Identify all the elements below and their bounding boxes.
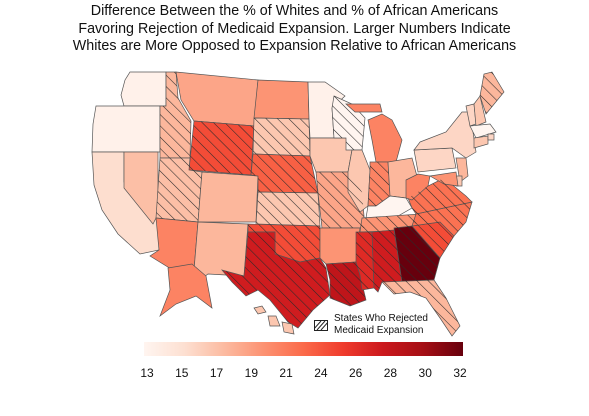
colorbar-tick-label: 21	[279, 366, 293, 380]
state-wi-rejected-hatch	[332, 96, 365, 150]
state-in-rejected-hatch	[368, 162, 390, 206]
state-or	[91, 105, 161, 153]
state-ut-rejected-hatch	[156, 158, 202, 222]
state-ok-rejected-hatch	[248, 224, 320, 262]
colorbar-tick-label: 13	[140, 366, 154, 380]
state-nh	[473, 95, 487, 127]
colorbar-tick-label: 17	[209, 366, 224, 380]
state-nv	[123, 151, 159, 225]
state-co	[197, 171, 259, 223]
legend-label: States Who Rejected Medicaid Expansion	[334, 313, 428, 337]
colorbar-tick-label: 30	[418, 366, 432, 380]
state-ms-rejected-hatch	[356, 232, 374, 290]
state-ny	[413, 111, 477, 159]
state-ga-rejected-hatch	[394, 226, 440, 282]
state-ma	[469, 123, 497, 139]
state-nm	[193, 221, 249, 281]
title-line-2: Favoring Rejection of Medicaid Expansion…	[78, 20, 511, 37]
state-wa	[120, 71, 167, 107]
colorbar-tick-label: 15	[175, 366, 189, 380]
title-line-3: Whites are More Opposed to Expansion Rel…	[72, 38, 517, 54]
state-tx-rejected-hatch	[222, 232, 330, 328]
state-ar	[319, 227, 361, 265]
state-mo-rejected-hatch	[316, 172, 365, 228]
state-me-rejected-hatch	[480, 72, 504, 114]
state-ri	[487, 133, 495, 141]
state-sd-rejected-hatch	[253, 118, 310, 156]
state-la-rejected-hatch	[326, 262, 366, 306]
state-va-rejected-hatch	[408, 178, 472, 214]
legend-hatch-swatch	[314, 320, 328, 331]
state-ak	[159, 263, 213, 318]
state-fl-rejected-hatch	[382, 280, 460, 336]
legend-line-2: Medicaid Expansion	[334, 325, 424, 336]
chart-title: Difference Between the % of Whites and %…	[0, 3, 589, 56]
state-wy-rejected-hatch	[189, 121, 254, 175]
colorbar-tick-label: 28	[383, 366, 398, 380]
legend-line-1: States Who Rejected	[334, 313, 428, 324]
state-pa	[413, 147, 457, 173]
colorbar-tick-label: 32	[453, 366, 467, 380]
title-line-1: Difference Between the % of Whites and %…	[90, 3, 499, 19]
colorbar-tick-label: 19	[244, 366, 258, 380]
state-al-rejected-hatch	[372, 230, 402, 292]
colorbar-tick-label: 26	[348, 366, 363, 380]
state-id-rejected-hatch	[160, 72, 191, 158]
colorbar	[144, 342, 463, 356]
state-ct	[473, 135, 489, 149]
state-ne-rejected-hatch	[251, 154, 318, 193]
state-nc-rejected-hatch	[412, 202, 472, 236]
state-nd	[253, 79, 310, 120]
state-sc-rejected-hatch	[412, 222, 454, 258]
state-ks-rejected-hatch	[256, 192, 320, 226]
colorbar-tick-label: 24	[314, 366, 328, 380]
state-hi	[253, 305, 295, 335]
